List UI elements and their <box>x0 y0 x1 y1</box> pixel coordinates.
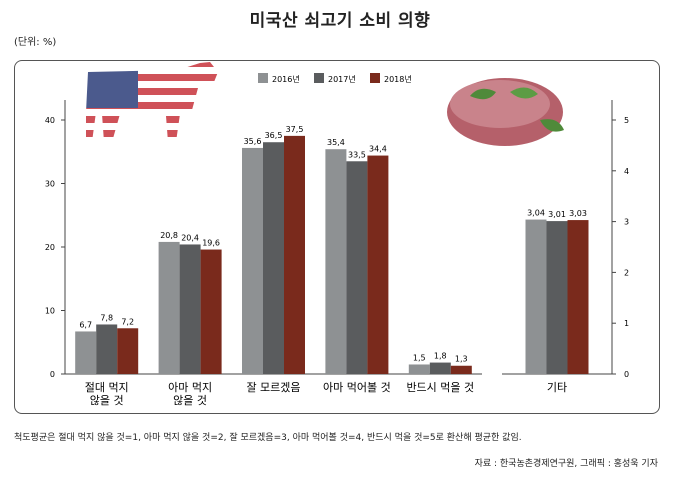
legend-label: 2018년 <box>384 74 412 84</box>
bar <box>179 244 201 374</box>
data-label: 3,04 <box>527 209 545 218</box>
y-tick-label: 3 <box>624 218 629 227</box>
legend-swatch <box>314 73 324 83</box>
data-label: 36,5 <box>265 131 283 140</box>
bar <box>450 365 472 374</box>
data-label: 20,8 <box>160 231 178 240</box>
bar <box>242 147 263 374</box>
data-label: 34,4 <box>369 145 387 154</box>
data-label: 1,5 <box>413 353 426 362</box>
data-label: 37,5 <box>286 125 304 134</box>
legend-swatch <box>258 73 268 83</box>
bar <box>567 220 589 374</box>
source-credit: 자료 : 한국농촌경제연구원, 그래픽 : 홍성욱 기자 <box>474 459 658 469</box>
y-tick-label: 2 <box>624 268 629 277</box>
bar <box>284 135 305 374</box>
bar <box>546 221 568 374</box>
data-label: 6,7 <box>79 320 92 329</box>
footnote: 척도평균은 절대 먹지 않을 것=1, 아마 먹지 않을 것=2, 잘 모르겠음… <box>14 433 522 443</box>
unit-label: (단위: %) <box>14 37 57 48</box>
bar <box>346 161 368 374</box>
bar <box>117 328 139 374</box>
data-label: 35,6 <box>244 137 262 146</box>
legend-label: 2016년 <box>272 74 300 84</box>
bar <box>200 249 222 374</box>
data-label: 1,8 <box>434 352 447 361</box>
bar <box>367 155 389 374</box>
data-label: 7,8 <box>100 313 113 322</box>
bar <box>408 364 430 374</box>
data-label: 1,3 <box>455 355 468 364</box>
x-tick-label: 절대 먹지 <box>85 381 129 394</box>
legend-swatch <box>370 73 380 83</box>
y-tick-label: 0 <box>624 370 629 379</box>
y-tick-label: 10 <box>45 307 55 316</box>
data-label: 19,6 <box>202 239 220 248</box>
chart-title: 미국산 쇠고기 소비 의향 <box>249 11 431 31</box>
y-tick-label: 30 <box>45 180 55 189</box>
data-label: 35,4 <box>327 138 345 147</box>
x-tick-label: 않을 것 <box>90 394 124 407</box>
data-label: 33,5 <box>348 150 366 159</box>
y-tick-label: 4 <box>624 167 629 176</box>
x-tick-label: 잘 모르겠음 <box>246 381 300 394</box>
x-tick-label: 않을 것 <box>173 394 207 407</box>
bar <box>325 149 347 374</box>
y-tick-label: 40 <box>45 116 55 125</box>
x-tick-label: 아마 먹지 <box>168 381 212 394</box>
us-flag-cow-image <box>86 62 218 142</box>
x-tick-label: 기타 <box>547 381 567 394</box>
y-tick-label: 1 <box>624 319 629 328</box>
y-tick-label: 5 <box>624 116 629 125</box>
data-label: 3,01 <box>548 210 566 219</box>
data-label: 20,4 <box>181 233 199 242</box>
data-label: 3,03 <box>569 209 587 218</box>
steak-image <box>447 78 564 146</box>
bar <box>75 331 97 374</box>
x-tick-label: 반드시 먹을 것 <box>406 381 474 394</box>
bar <box>263 142 284 374</box>
bar <box>429 362 451 374</box>
bar <box>525 219 547 374</box>
legend-label: 2017년 <box>328 74 356 84</box>
x-tick-label: 아마 먹어볼 것 <box>323 381 391 394</box>
data-label: 7,2 <box>121 317 134 326</box>
y-tick-label: 20 <box>45 243 55 252</box>
bar <box>96 324 118 374</box>
y-tick-label: 0 <box>50 370 55 379</box>
bar <box>158 241 180 374</box>
chart-frame <box>14 60 660 414</box>
